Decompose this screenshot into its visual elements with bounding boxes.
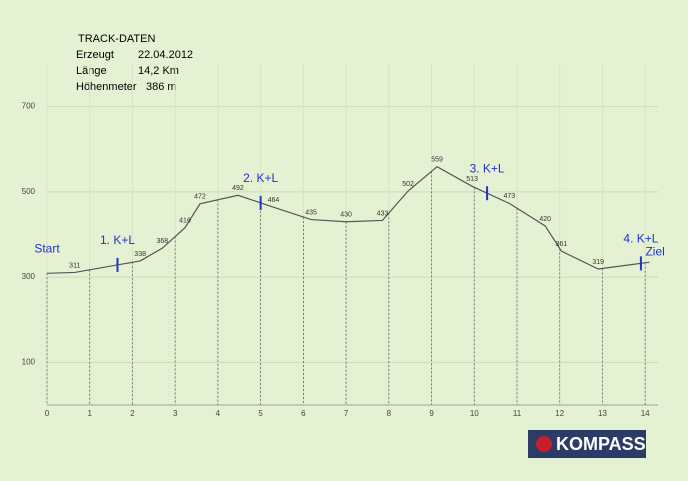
x-tick-label: 3 — [173, 409, 178, 418]
y-tick-label: 700 — [22, 102, 36, 111]
info-value: 22.04.2012 — [138, 49, 193, 61]
data-label: 435 — [305, 209, 317, 216]
info-key: Höhenmeter — [76, 81, 137, 93]
x-tick-label: 1 — [88, 409, 93, 418]
info-key: Erzeugt — [76, 49, 114, 61]
x-tick-label: 8 — [387, 409, 392, 418]
x-tick-label: 2 — [130, 409, 135, 418]
data-label: 502 — [402, 181, 414, 188]
data-label: 473 — [503, 193, 515, 200]
x-tick-label: 12 — [555, 409, 564, 418]
logo-text: KOMPASS — [556, 434, 646, 454]
data-label: 559 — [431, 157, 443, 164]
annotation: Start — [34, 241, 60, 255]
info-title: TRACK-DATEN — [78, 33, 155, 45]
data-label: 368 — [157, 238, 169, 245]
data-label: 361 — [556, 241, 568, 248]
annotation: 3. K+L — [470, 161, 505, 175]
x-tick-label: 14 — [641, 409, 650, 418]
x-tick-label: 13 — [598, 409, 607, 418]
x-tick-label: 6 — [301, 409, 306, 418]
x-tick-label: 0 — [45, 409, 50, 418]
info-value: 14,2 Km — [138, 65, 179, 77]
data-label: 513 — [466, 176, 478, 183]
annotation: 2. K+L — [243, 171, 278, 185]
data-label: 319 — [592, 259, 604, 266]
data-label: 416 — [179, 218, 191, 225]
data-label: 430 — [340, 212, 352, 219]
y-tick-label: 100 — [22, 357, 36, 366]
x-tick-label: 10 — [470, 409, 479, 418]
annotation: Ziel — [645, 244, 664, 258]
logo-icon — [536, 436, 552, 452]
annotation: 1. K+L — [100, 233, 135, 247]
profile-line — [46, 166, 650, 274]
data-label: 472 — [194, 194, 206, 201]
x-tick-label: 9 — [429, 409, 434, 418]
annotation: 4. K+L — [623, 232, 658, 246]
x-tick-label: 11 — [513, 409, 522, 418]
x-tick-label: 7 — [344, 409, 349, 418]
data-label: 433 — [377, 210, 389, 217]
data-label: 338 — [134, 251, 146, 258]
data-label: 420 — [539, 216, 551, 223]
info-value: 386 m — [146, 81, 177, 93]
data-label: 311 — [69, 262, 80, 269]
info-key: Länge — [76, 65, 107, 77]
y-tick-label: 300 — [22, 272, 36, 281]
x-tick-label: 5 — [258, 409, 263, 418]
data-label: 492 — [232, 185, 244, 192]
x-tick-label: 4 — [216, 409, 221, 418]
data-label: 464 — [268, 197, 280, 204]
y-tick-label: 500 — [22, 187, 36, 196]
